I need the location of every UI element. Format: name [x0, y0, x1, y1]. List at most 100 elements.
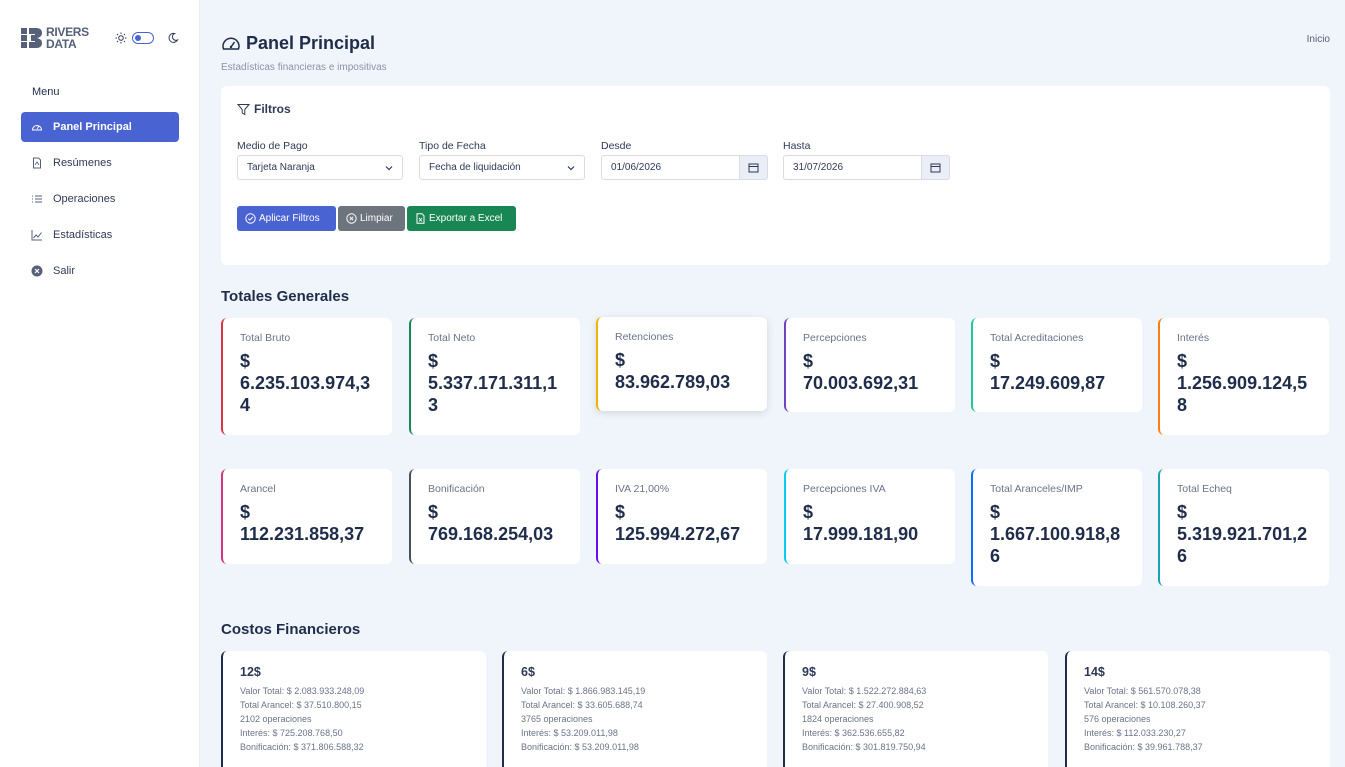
stat-value: $125.994.272,67	[615, 502, 741, 544]
page-title: Panel Principal	[221, 33, 375, 54]
brand-logo[interactable]: RIVERS DATA	[21, 26, 89, 50]
speedometer-icon	[222, 36, 240, 50]
hasta-calendar-button[interactable]	[921, 155, 950, 180]
cost-card-title: 9$	[802, 665, 816, 679]
stat-card-percepciones: Percepciones $70.003.692,31	[784, 318, 955, 412]
speedometer-icon	[31, 121, 43, 133]
cost-operaciones: 1824 operaciones	[802, 714, 874, 724]
desde-calendar-button[interactable]	[739, 155, 768, 180]
chevron-down-icon	[385, 166, 393, 171]
tipo-fecha-label: Tipo de Fecha	[419, 140, 486, 152]
stat-card-arancel: Arancel $112.231.858,37	[221, 469, 392, 564]
totales-title: Totales Generales	[221, 288, 350, 305]
sidebar: RIVERS DATA Menu Panel Principal Resúmen…	[0, 0, 200, 767]
sidebar-nav: Panel Principal Resúmenes Operaciones Es…	[21, 112, 179, 292]
stat-value: $6.235.103.974,34	[240, 351, 371, 415]
stat-card-percepciones-iva: Percepciones IVA $17.999.181,90	[784, 469, 955, 564]
stat-card-retenciones: Retenciones $83.962.789,03	[596, 317, 767, 411]
stat-value: $1.256.909.124,58	[1177, 351, 1308, 415]
cost-card: 9$ Valor Total: $ 1.522.272.884,63 Total…	[783, 651, 1048, 767]
tipo-fecha-select[interactable]: Fecha de liquidación	[419, 155, 585, 180]
stat-label: Total Echeq	[1177, 483, 1232, 495]
list-icon	[31, 193, 43, 205]
calendar-icon	[748, 163, 759, 173]
stat-card-total-acreditaciones: Total Acreditaciones $17.249.609,87	[971, 318, 1142, 412]
page-subtitle: Estadísticas financieras e impositivas	[221, 62, 387, 73]
brand-line2: DATA	[46, 37, 77, 51]
hasta-label: Hasta	[783, 140, 811, 152]
stat-label: Total Neto	[428, 332, 476, 344]
stat-value: $17.999.181,90	[803, 502, 919, 544]
clear-button[interactable]: Limpiar	[338, 206, 405, 231]
export-excel-button[interactable]: Exportar a Excel	[407, 206, 516, 231]
page-title-text: Panel Principal	[246, 33, 376, 53]
apply-filters-label: Aplicar Filtros	[259, 213, 320, 224]
cost-valor-total: Valor Total: $ 561.570.078,38	[1084, 686, 1201, 696]
cost-operaciones: 2102 operaciones	[240, 714, 312, 724]
stat-label: Total Acreditaciones	[990, 332, 1084, 344]
stat-value: $1.667.100.918,86	[990, 502, 1121, 566]
stat-card-total-neto: Total Neto $5.337.171.311,13	[409, 318, 580, 435]
cost-total-arancel: Total Arancel: $ 33.605.688,74	[521, 700, 643, 710]
export-excel-label: Exportar a Excel	[429, 213, 503, 224]
stat-label: Retenciones	[615, 331, 674, 343]
brand-line1: RIVERS	[46, 25, 89, 39]
stat-label: Bonificación	[428, 483, 485, 495]
filters-title: Filtros	[237, 102, 291, 116]
cost-valor-total: Valor Total: $ 1.522.272.884,63	[802, 686, 927, 696]
close-circle-icon	[31, 265, 43, 277]
cost-card-title: 12$	[240, 665, 261, 679]
chevron-down-icon	[567, 166, 575, 171]
hasta-input[interactable]: 31/07/2026	[783, 155, 921, 180]
cost-valor-total: Valor Total: $ 1.866.983.145,19	[521, 686, 646, 696]
cost-interes: Interés: $ 53.209.011,98	[521, 728, 618, 738]
cost-card-title: 6$	[521, 665, 535, 679]
sidebar-item-label: Estadísticas	[53, 229, 113, 241]
stat-value: $70.003.692,31	[803, 351, 919, 393]
breadcrumb[interactable]: Inicio	[1306, 34, 1330, 45]
stat-card-iva: IVA 21,00% $125.994.272,67	[596, 469, 767, 564]
cost-card: 6$ Valor Total: $ 1.866.983.145,19 Total…	[502, 651, 767, 767]
cost-bonificacion: Bonificación: $ 301.819.750,94	[802, 742, 926, 752]
stat-label: IVA 21,00%	[615, 483, 670, 495]
sidebar-item-salir[interactable]: Salir	[21, 256, 179, 286]
desde-label: Desde	[601, 140, 632, 152]
cost-operaciones: 576 operaciones	[1084, 714, 1151, 724]
tipo-fecha-value: Fecha de liquidación	[429, 162, 521, 173]
stat-label: Percepciones IVA	[803, 483, 886, 495]
stat-card-total-echeq: Total Echeq $5.319.921.701,26	[1158, 469, 1329, 586]
filter-icon	[237, 103, 250, 115]
sidebar-item-panel-principal[interactable]: Panel Principal	[21, 112, 179, 142]
stat-value: $83.962.789,03	[615, 350, 731, 392]
theme-toggle[interactable]	[115, 32, 179, 44]
sidebar-item-resumenes[interactable]: Resúmenes	[21, 148, 179, 178]
sidebar-item-label: Panel Principal	[53, 121, 132, 133]
desde-input[interactable]: 01/06/2026	[601, 155, 739, 180]
sun-icon	[115, 32, 127, 44]
cost-card: 12$ Valor Total: $ 2.083.933.248,09 Tota…	[221, 651, 486, 767]
apply-filters-button[interactable]: Aplicar Filtros	[237, 206, 336, 231]
cost-bonificacion: Bonificación: $ 53.209.011,98	[521, 742, 639, 752]
cost-bonificacion: Bonificación: $ 371.806.588,32	[240, 742, 364, 752]
file-excel-icon	[416, 213, 425, 224]
stat-value: $5.319.921.701,26	[1177, 502, 1308, 566]
file-pdf-icon	[31, 157, 43, 169]
tipo-fecha-field: Tipo de Fecha Fecha de liquidación	[419, 140, 585, 180]
sidebar-item-label: Operaciones	[53, 193, 116, 205]
stat-card-bonificacion: Bonificación $769.168.254,03	[409, 469, 580, 564]
clear-label: Limpiar	[360, 213, 393, 224]
sidebar-item-label: Salir	[53, 265, 76, 277]
sidebar-item-label: Resúmenes	[53, 157, 112, 169]
chart-line-icon	[31, 229, 43, 241]
sidebar-item-estadisticas[interactable]: Estadísticas	[21, 220, 179, 250]
medio-pago-field: Medio de Pago Tarjeta Naranja	[237, 140, 403, 180]
filters-panel: Filtros Medio de Pago Tarjeta Naranja Ti…	[221, 86, 1330, 265]
check-circle-icon	[245, 213, 256, 224]
rivers-data-logo-icon	[21, 28, 42, 48]
stat-label: Total Aranceles/IMP	[990, 483, 1083, 495]
theme-switch[interactable]	[132, 32, 154, 44]
stat-label: Total Bruto	[240, 332, 291, 344]
sidebar-item-operaciones[interactable]: Operaciones	[21, 184, 179, 214]
stat-value: $17.249.609,87	[990, 351, 1106, 393]
medio-pago-select[interactable]: Tarjeta Naranja	[237, 155, 403, 180]
